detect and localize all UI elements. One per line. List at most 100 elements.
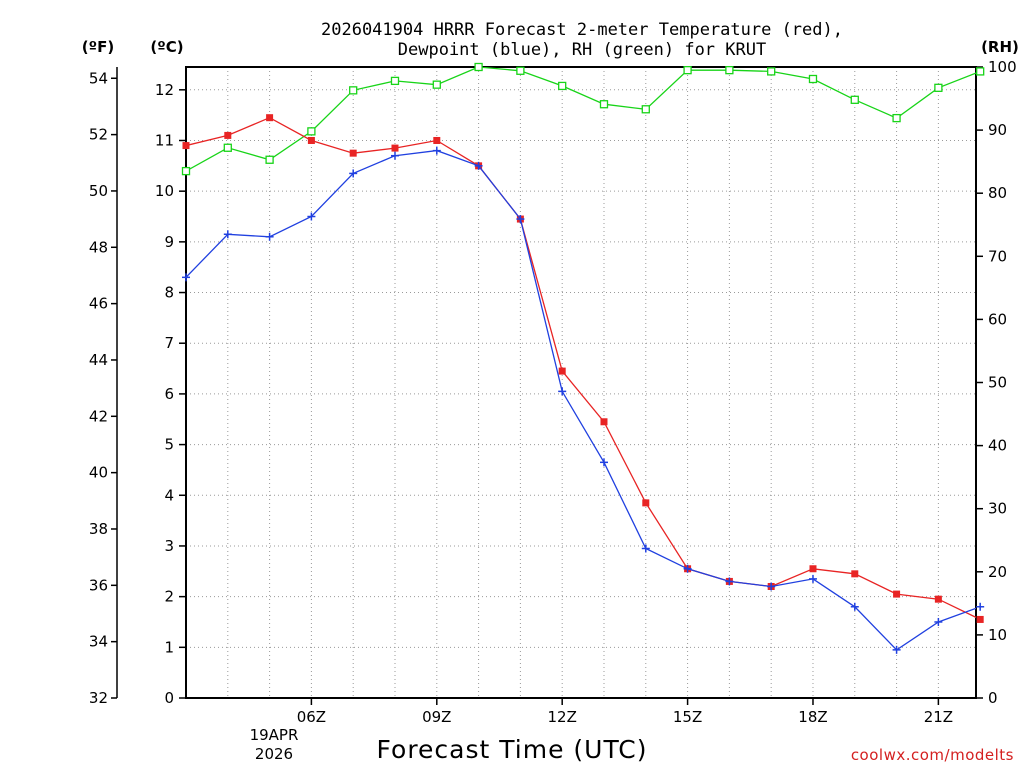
x-tick-label: 21Z [924, 708, 953, 726]
dewpoint-point [934, 617, 943, 626]
rh-tick-label: 30 [988, 500, 1007, 518]
celsius-tick-label: 5 [164, 436, 174, 454]
dewpoint-point [808, 574, 817, 583]
celsius-tick-label: 6 [164, 385, 174, 403]
x-tick-label: 15Z [673, 708, 702, 726]
dewpoint-point [223, 230, 232, 239]
rh-point [390, 76, 400, 86]
dewpoint-point [683, 564, 692, 573]
rh-point [976, 67, 985, 76]
dewpoint-point [892, 645, 901, 654]
fahrenheit-tick-label: 40 [89, 464, 108, 482]
temperature-point [391, 144, 399, 152]
rh-point [725, 66, 734, 75]
dewpoint-point [599, 458, 608, 467]
celsius-tick-label: 12 [155, 81, 174, 99]
x-tick-label: 09Z [422, 708, 451, 726]
fahrenheit-tick-label: 50 [89, 182, 108, 200]
dewpoint-point [850, 602, 859, 611]
celsius-tick-label: 4 [164, 486, 174, 504]
dewpoint-point [516, 215, 525, 224]
dewpoint-point [641, 544, 650, 553]
temperature-point [976, 615, 984, 623]
date-label-day-month: 19APR [250, 726, 299, 744]
dewpoint-point [474, 161, 483, 170]
axes: 06Z 09Z 12Z 15Z 18Z 21Z0123456789101112323436… [89, 58, 1017, 726]
x-tick-label: 06Z [297, 708, 326, 726]
temperature-point [600, 418, 608, 426]
plot-frame [185, 66, 977, 699]
rh-tick-label: 100 [988, 58, 1017, 76]
rh-point [307, 127, 316, 136]
celsius-tick-label: 7 [164, 334, 174, 352]
x-axis-label: Forecast Time (UTC) [377, 735, 648, 764]
temperature-point [266, 114, 274, 122]
temperature-point [182, 142, 190, 150]
rh-tick-label: 70 [988, 247, 1007, 265]
celsius-tick-label: 8 [164, 284, 174, 302]
temperature-point [224, 131, 232, 139]
fahrenheit-tick-label: 44 [89, 351, 108, 369]
rh-tick-label: 90 [988, 121, 1007, 139]
fahrenheit-tick-label: 48 [89, 238, 108, 256]
rh-tick-label: 10 [988, 626, 1007, 644]
temperature-point [433, 136, 441, 144]
dewpoint-point [558, 387, 567, 396]
celsius-tick-label: 9 [164, 233, 174, 251]
dewpoint-line [186, 149, 976, 651]
temperature-point [893, 590, 901, 598]
fahrenheit-tick-label: 34 [89, 633, 108, 651]
dewpoint-point [265, 232, 274, 241]
rh-point [641, 105, 650, 114]
fahrenheit-tick-label: 32 [89, 689, 108, 707]
celsius-tick-label: 10 [155, 182, 174, 200]
rh-tick-label: 40 [988, 437, 1007, 455]
rh-point [892, 113, 901, 123]
dewpoint-point [307, 212, 316, 221]
rh-point [181, 166, 191, 176]
rh-tick-label: 60 [988, 310, 1007, 328]
temperature-point [349, 149, 357, 157]
rh-point [934, 83, 943, 92]
temperature-point [934, 595, 942, 603]
plot-series [181, 62, 985, 654]
rh-point [474, 62, 483, 72]
rh-point [432, 80, 441, 89]
celsius-tick-label: 3 [164, 537, 174, 555]
dewpoint-point [390, 151, 399, 160]
temperature-point [307, 136, 315, 144]
rh-point [349, 86, 358, 95]
rh-point [850, 95, 859, 104]
x-tick-label: 12Z [548, 708, 577, 726]
fahrenheit-axis-unit: (ºF) [82, 38, 114, 56]
rh-tick-label: 0 [988, 689, 998, 707]
rh-tick-label: 80 [988, 184, 1007, 202]
rh-point [265, 155, 274, 164]
rh-axis-unit: (RH) [981, 38, 1019, 56]
celsius-tick-label: 0 [164, 689, 174, 707]
celsius-tick-label: 1 [164, 638, 174, 656]
dewpoint-point [767, 582, 776, 591]
temperature-point [809, 565, 817, 573]
fahrenheit-tick-label: 52 [89, 126, 108, 144]
rh-point [767, 67, 776, 76]
rh-tick-label: 20 [988, 563, 1007, 581]
rh-point [683, 66, 692, 75]
rh-point [516, 66, 525, 75]
celsius-tick-label: 2 [164, 588, 174, 606]
chart-title-line1: 2026041904 HRRR Forecast 2-meter Tempera… [321, 20, 843, 40]
temperature-point [558, 367, 566, 375]
dewpoint-point [725, 577, 734, 586]
rh-point [599, 100, 609, 109]
dewpoint-point [349, 169, 358, 178]
fahrenheit-tick-label: 36 [89, 576, 108, 594]
rh-line [186, 67, 976, 172]
fahrenheit-tick-label: 54 [89, 69, 108, 87]
temperature-line [186, 116, 976, 619]
celsius-tick-label: 11 [155, 131, 174, 149]
fahrenheit-tick-label: 38 [89, 520, 108, 538]
rh-tick-label: 50 [988, 374, 1007, 392]
temperature-point [642, 499, 650, 507]
rh-point [223, 143, 232, 152]
